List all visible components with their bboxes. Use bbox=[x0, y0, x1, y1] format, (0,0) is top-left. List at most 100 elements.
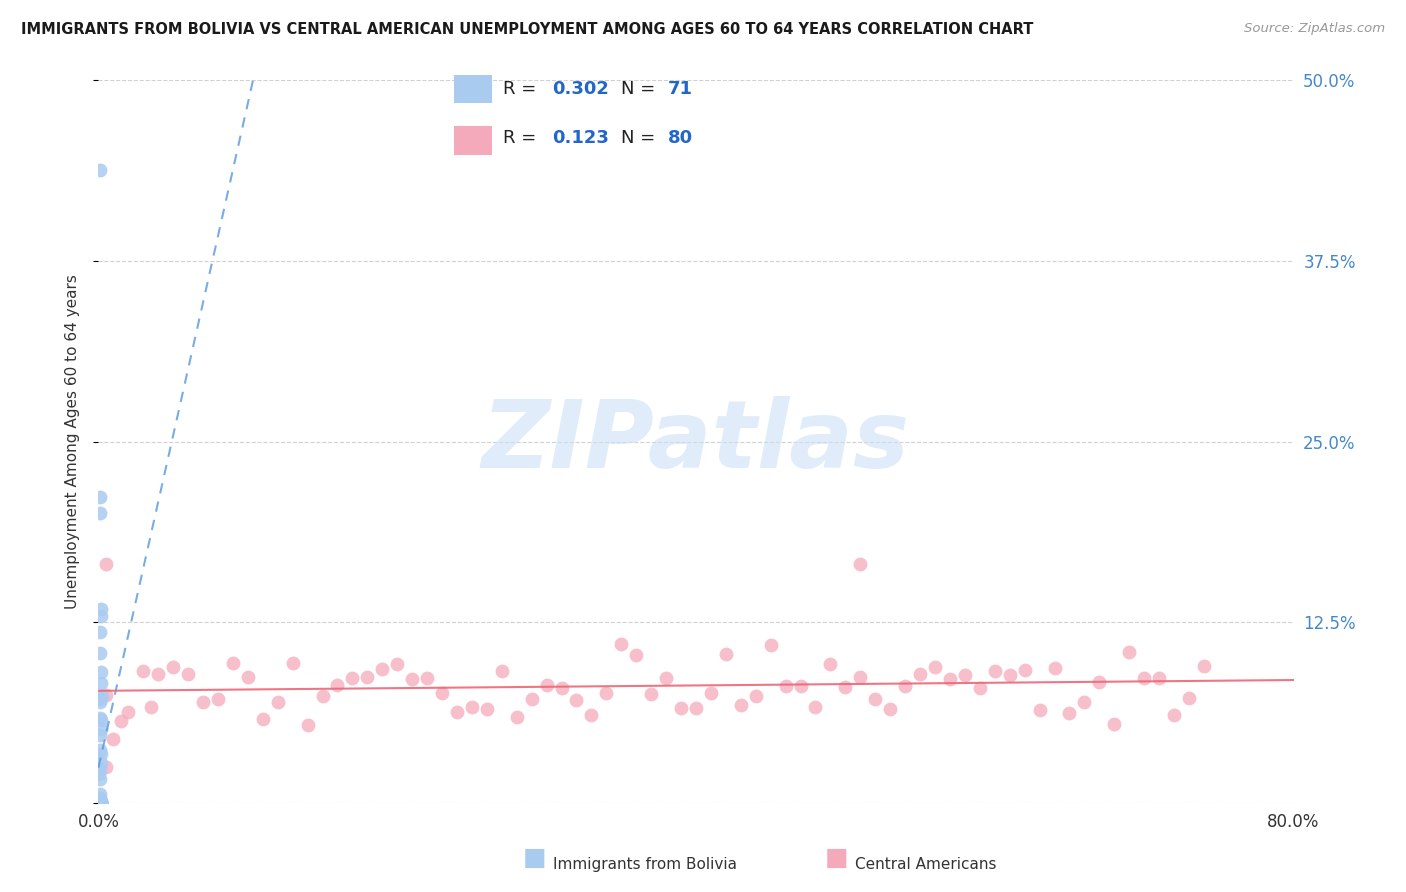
FancyBboxPatch shape bbox=[454, 126, 492, 155]
Y-axis label: Unemployment Among Ages 60 to 64 years: Unemployment Among Ages 60 to 64 years bbox=[65, 274, 80, 609]
Point bbox=[775, 679, 797, 693]
Text: Source: ZipAtlas.com: Source: ZipAtlas.com bbox=[1244, 22, 1385, 36]
Point bbox=[804, 700, 827, 714]
Point bbox=[89, 796, 111, 810]
Point bbox=[89, 796, 111, 810]
Text: Immigrants from Bolivia: Immigrants from Bolivia bbox=[553, 857, 737, 872]
FancyBboxPatch shape bbox=[454, 75, 492, 103]
Point bbox=[89, 796, 111, 810]
Point bbox=[90, 747, 112, 761]
Point bbox=[89, 796, 111, 810]
Point bbox=[759, 638, 782, 652]
Point bbox=[865, 691, 887, 706]
Point bbox=[89, 794, 111, 808]
Point bbox=[416, 671, 439, 685]
Point bbox=[506, 709, 529, 723]
Point bbox=[969, 681, 991, 696]
Point bbox=[89, 796, 111, 810]
Text: ■: ■ bbox=[523, 846, 546, 870]
Point bbox=[953, 668, 976, 682]
Text: 80: 80 bbox=[668, 129, 693, 147]
Text: Central Americans: Central Americans bbox=[855, 857, 997, 872]
Point bbox=[94, 558, 117, 572]
Point bbox=[430, 686, 453, 700]
Point bbox=[745, 689, 768, 703]
Point bbox=[1192, 658, 1215, 673]
Text: 0.302: 0.302 bbox=[553, 80, 609, 98]
Point bbox=[565, 693, 588, 707]
Point bbox=[1028, 703, 1050, 717]
Point bbox=[267, 695, 290, 709]
Point bbox=[90, 722, 112, 736]
Point bbox=[356, 671, 378, 685]
Point bbox=[91, 689, 114, 703]
Point bbox=[879, 701, 901, 715]
Point bbox=[1059, 706, 1081, 720]
Point bbox=[640, 687, 662, 701]
Point bbox=[162, 659, 184, 673]
Point bbox=[89, 787, 111, 801]
Point bbox=[89, 796, 111, 810]
Point bbox=[385, 657, 409, 671]
Text: IMMIGRANTS FROM BOLIVIA VS CENTRAL AMERICAN UNEMPLOYMENT AMONG AGES 60 TO 64 YEA: IMMIGRANTS FROM BOLIVIA VS CENTRAL AMERI… bbox=[21, 22, 1033, 37]
Point bbox=[610, 637, 633, 651]
Point bbox=[89, 506, 111, 520]
Point bbox=[89, 772, 111, 786]
Point bbox=[89, 796, 111, 810]
Point bbox=[89, 796, 111, 810]
Point bbox=[110, 714, 132, 729]
Point bbox=[939, 672, 962, 686]
Point bbox=[89, 796, 111, 810]
Point bbox=[90, 796, 112, 810]
Point bbox=[222, 657, 245, 671]
Point bbox=[461, 699, 484, 714]
Text: ■: ■ bbox=[825, 846, 848, 870]
Text: R =: R = bbox=[503, 129, 548, 147]
Point bbox=[281, 656, 304, 670]
Point bbox=[89, 490, 111, 504]
Text: N =: N = bbox=[621, 129, 661, 147]
Point bbox=[89, 624, 111, 639]
Point bbox=[89, 794, 111, 808]
Point bbox=[89, 766, 111, 780]
Point bbox=[89, 796, 111, 810]
Point bbox=[1147, 671, 1170, 685]
Point bbox=[207, 691, 229, 706]
Point bbox=[297, 717, 319, 731]
Text: 71: 71 bbox=[668, 80, 693, 98]
Point bbox=[252, 712, 274, 726]
Point bbox=[446, 705, 468, 719]
Point bbox=[1118, 645, 1140, 659]
Point bbox=[89, 695, 111, 709]
Point bbox=[89, 796, 111, 810]
Point bbox=[90, 796, 112, 810]
Point bbox=[89, 796, 111, 810]
Point bbox=[89, 796, 111, 810]
Point bbox=[90, 675, 112, 690]
Point bbox=[1163, 707, 1185, 722]
Point bbox=[1088, 675, 1111, 690]
Point bbox=[700, 686, 723, 700]
Point bbox=[90, 609, 112, 624]
Point bbox=[789, 679, 811, 693]
Text: N =: N = bbox=[621, 80, 661, 98]
Point bbox=[834, 680, 856, 694]
Point bbox=[89, 646, 111, 660]
Point bbox=[491, 664, 513, 678]
Point bbox=[820, 657, 842, 671]
Point bbox=[89, 796, 111, 810]
Point bbox=[1014, 663, 1036, 677]
Text: R =: R = bbox=[503, 80, 543, 98]
Point bbox=[89, 796, 111, 810]
Point bbox=[89, 796, 111, 810]
Point bbox=[89, 796, 111, 810]
Point bbox=[89, 796, 111, 810]
Point bbox=[89, 796, 111, 810]
Point bbox=[89, 796, 111, 810]
Text: ZIPatlas: ZIPatlas bbox=[482, 395, 910, 488]
Point bbox=[924, 660, 946, 674]
Point bbox=[177, 667, 200, 681]
Point bbox=[90, 796, 112, 810]
Point bbox=[371, 662, 394, 676]
Point bbox=[90, 796, 112, 810]
